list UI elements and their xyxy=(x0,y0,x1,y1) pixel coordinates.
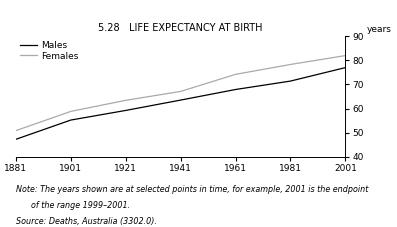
Females xyxy=(288,63,293,66)
Males xyxy=(178,99,183,101)
Text: Note: The years shown are at selected points in time, for example, 2001 is the e: Note: The years shown are at selected po… xyxy=(16,185,368,194)
Text: of the range 1999–2001.: of the range 1999–2001. xyxy=(16,201,130,210)
Females xyxy=(68,110,73,113)
Females xyxy=(343,54,348,57)
Text: Source: Deaths, Australia (3302.0).: Source: Deaths, Australia (3302.0). xyxy=(16,217,157,226)
Y-axis label: years: years xyxy=(367,25,392,34)
Females xyxy=(13,129,18,132)
Females xyxy=(123,99,128,102)
Males xyxy=(123,109,128,112)
Females xyxy=(178,90,183,93)
Line: Females: Females xyxy=(16,56,345,131)
Males xyxy=(68,119,73,121)
Legend: Males, Females: Males, Females xyxy=(20,41,79,61)
Line: Males: Males xyxy=(16,68,345,139)
Males xyxy=(233,88,238,91)
Females xyxy=(233,73,238,76)
Males xyxy=(288,80,293,82)
Title: 5.28   LIFE EXPECTANCY AT BIRTH: 5.28 LIFE EXPECTANCY AT BIRTH xyxy=(98,23,263,33)
Males xyxy=(343,66,348,69)
Males xyxy=(13,138,18,141)
